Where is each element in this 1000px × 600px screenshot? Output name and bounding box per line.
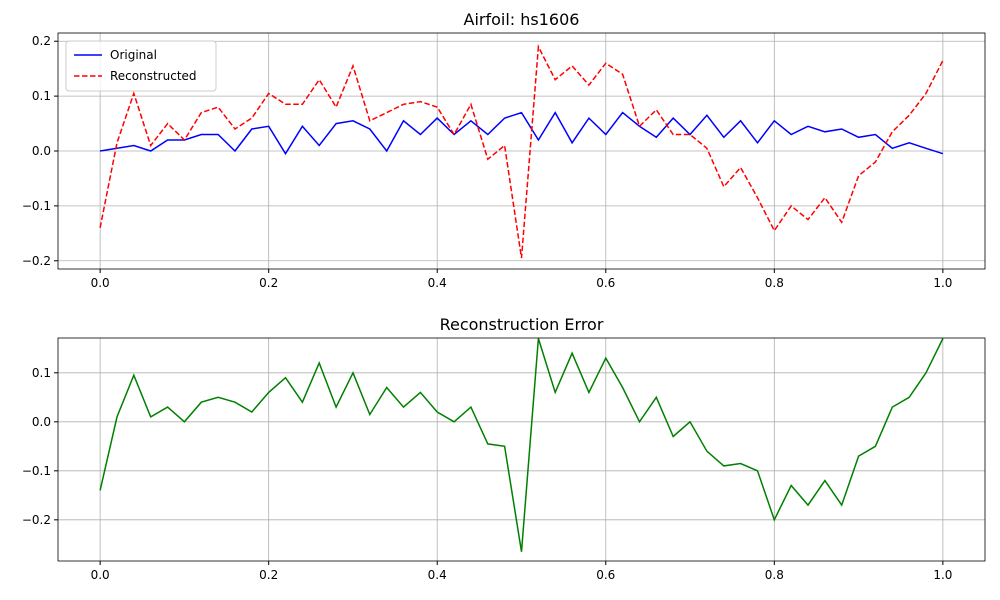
y-tick-label: −0.1	[22, 464, 51, 478]
legend: Original Reconstructed	[65, 40, 217, 92]
legend-frame	[65, 40, 217, 92]
y-tick-label: 0.0	[32, 144, 51, 158]
y-tick-label: −0.2	[22, 254, 51, 268]
chart-title: Airfoil: hs1606	[464, 10, 580, 29]
y-tick-label: −0.2	[22, 513, 51, 527]
x-tick-label: 1.0	[933, 568, 952, 582]
data-line	[99, 43, 944, 259]
data-line	[99, 338, 944, 552]
axes-frame	[57, 32, 986, 270]
legend-label: Reconstructed	[110, 69, 197, 83]
y-tick-label: 0.0	[32, 415, 51, 429]
x-tick-label: 0.0	[91, 568, 110, 582]
x-tick-label: 0.6	[596, 276, 615, 290]
x-tick-label: 0.8	[765, 568, 784, 582]
legend-label: Original	[110, 48, 157, 62]
x-tick-label: 0.4	[428, 276, 447, 290]
y-tick-label: 0.1	[32, 89, 51, 103]
x-tick-label: 1.0	[933, 276, 952, 290]
x-tick-label: 0.4	[428, 568, 447, 582]
data-line	[99, 111, 944, 156]
y-tick-label: −0.1	[22, 199, 51, 213]
x-tick-label: 0.6	[596, 568, 615, 582]
y-tick-label: 0.1	[32, 366, 51, 380]
axes-frame	[57, 337, 986, 562]
x-tick-label: 0.0	[91, 276, 110, 290]
x-tick-label: 0.8	[765, 276, 784, 290]
chart-title: Reconstruction Error	[440, 315, 604, 334]
y-tick-label: 0.2	[32, 34, 51, 48]
x-tick-label: 0.2	[259, 568, 278, 582]
x-tick-label: 0.2	[259, 276, 278, 290]
